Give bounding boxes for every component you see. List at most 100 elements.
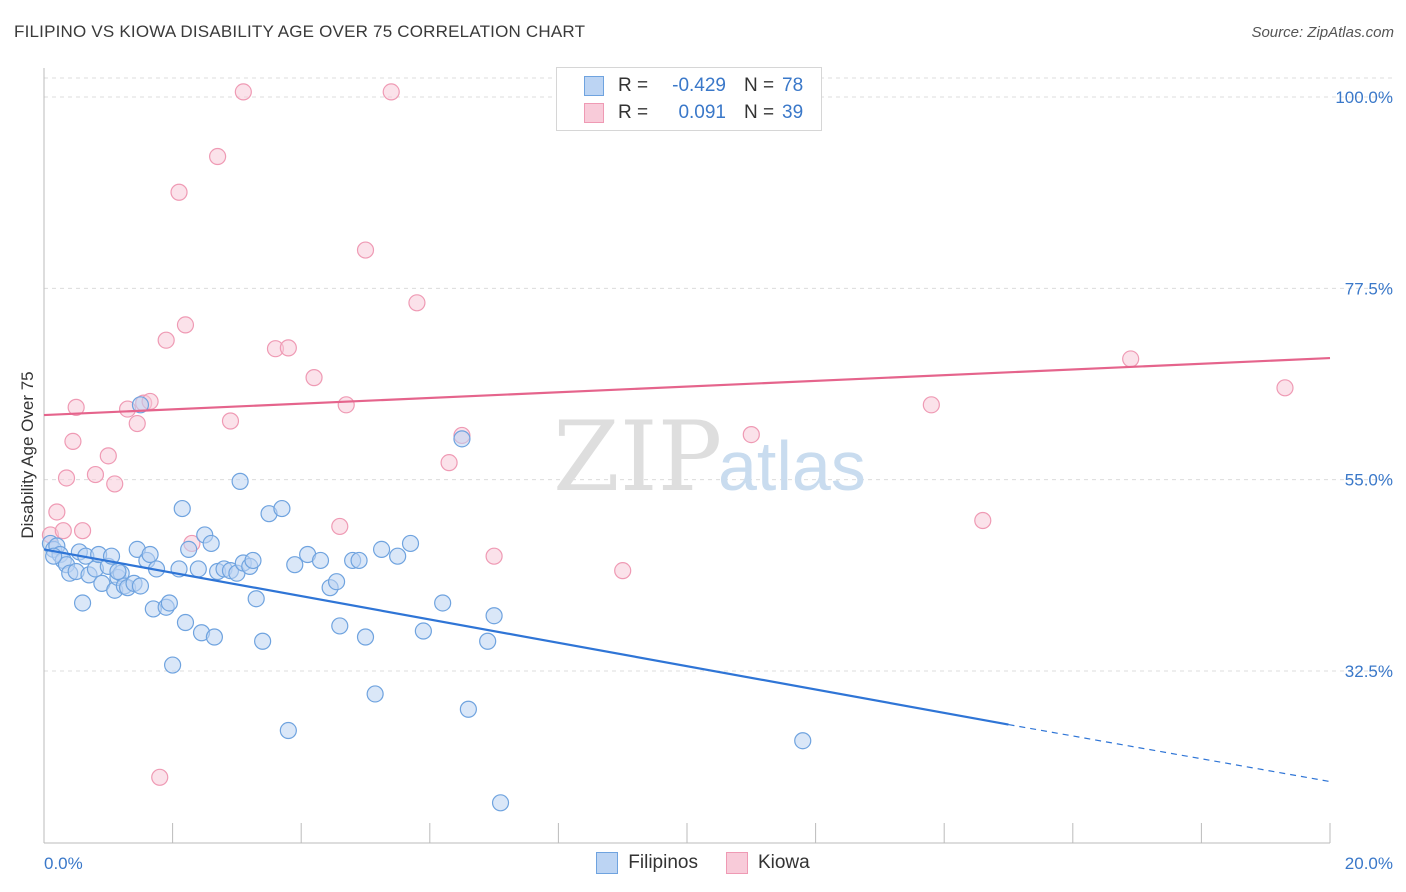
filipino-point [479, 632, 497, 650]
filipino-point [459, 700, 477, 718]
r-value: 0.091 [678, 102, 726, 123]
kiowa-points [41, 83, 1294, 786]
kiowa-point [1122, 350, 1140, 368]
filipino-point [73, 594, 92, 612]
filipino-point [189, 560, 207, 578]
kiowa-point [151, 768, 169, 786]
x-tick-label: 20.0% [1345, 854, 1393, 873]
kiowa-point [382, 83, 400, 101]
filipino-point [173, 499, 191, 518]
series-legend: Filipinos Kiowa [0, 852, 1406, 874]
filipino-point [356, 628, 375, 646]
y-tick-label: 77.5% [1345, 279, 1393, 298]
watermark-atlas: atlas [718, 427, 866, 505]
kiowa-point [128, 414, 146, 433]
legend-row-filipinos: R = -0.429 N = 78 [557, 74, 803, 98]
filipino-point [372, 540, 391, 558]
filipino-point [389, 547, 407, 565]
kiowa-point [440, 454, 458, 472]
legend-item-kiowa: Kiowa [725, 852, 810, 874]
kiowa-point [86, 465, 105, 484]
filipino-point [164, 656, 182, 674]
kiowa-point [234, 83, 252, 101]
kiowa-point [48, 503, 66, 521]
kiowa-point [614, 562, 632, 580]
legend-swatch-kiowa [725, 852, 748, 874]
watermark-zip: ZIP [553, 401, 722, 513]
legend-swatch-filipinos [584, 76, 604, 96]
n-label: N = [744, 75, 775, 96]
kiowa-trend-line [43, 356, 1331, 417]
filipino-point [453, 430, 471, 448]
filipino-point [286, 556, 304, 574]
kiowa-point [331, 517, 349, 536]
chart-title: FILIPINO VS KIOWA DISABILITY AGE OVER 75… [14, 22, 586, 41]
filipino-point [247, 590, 265, 608]
filipino-point [794, 732, 812, 750]
filipino-point [160, 594, 178, 612]
x-tick-label: 0.0% [44, 854, 83, 873]
kiowa-point [221, 412, 240, 430]
kiowa-point [57, 469, 76, 487]
y-tick-label: 55.0% [1345, 471, 1393, 490]
trend-lines [43, 356, 1331, 783]
gridlines [44, 77, 1396, 672]
n-value: 78 [782, 75, 804, 96]
kiowa-point [157, 331, 175, 349]
filipino-point [141, 545, 159, 564]
filipino-point [180, 540, 198, 558]
y-tick-label: 32.5% [1345, 662, 1393, 681]
filipino-point [131, 577, 150, 595]
filipino-point [401, 534, 420, 553]
kiowa-point [54, 522, 72, 540]
r-value: -0.429 [672, 75, 726, 96]
filipino-point [231, 472, 249, 490]
filipino-point [485, 607, 503, 625]
legend-label-filipinos: Filipinos [628, 852, 698, 873]
legend-row-kiowa: R = 0.091 N = 39 [557, 101, 803, 125]
kiowa-point [279, 339, 297, 357]
legend-label-kiowa: Kiowa [757, 852, 810, 873]
kiowa-point [922, 396, 940, 414]
filipino-trend-extension [1008, 723, 1331, 783]
n-value: 39 [782, 102, 804, 123]
axis-labels: 32.5% 55.0% 77.5% 100.0% 0.0% 20.0% Disability… [18, 88, 1393, 873]
kiowa-point [99, 447, 117, 465]
filipino-point [366, 685, 384, 703]
filipino-point [202, 534, 220, 553]
kiowa-point [408, 294, 426, 312]
kiowa-point [67, 398, 85, 416]
r-label: R = [618, 102, 649, 123]
filipino-point [279, 721, 297, 740]
filipino-point [109, 562, 127, 581]
kiowa-point [106, 475, 124, 493]
filipino-point [254, 632, 272, 650]
legend-swatch-kiowa [584, 103, 604, 123]
y-tick-label: 100.0% [1335, 88, 1393, 107]
filipino-point [350, 551, 368, 570]
filipino-point [311, 551, 330, 570]
filipino-point [244, 551, 262, 570]
legend-swatch-filipinos [596, 852, 619, 874]
kiowa-point [209, 147, 227, 166]
correlation-legend: R = -0.429 N = 78 R = 0.091 N = 39 [556, 67, 822, 131]
filipino-point [414, 622, 432, 640]
filipino-point [327, 573, 346, 591]
legend-item-filipinos: Filipinos [596, 852, 698, 874]
kiowa-point [176, 316, 195, 334]
filipino-point [331, 617, 349, 635]
kiowa-point [356, 241, 375, 259]
kiowa-point [170, 183, 188, 201]
axes [43, 68, 1331, 844]
y-axis-label: Disability Age Over 75 [18, 371, 37, 538]
filipino-point [131, 396, 150, 414]
filipino-point [491, 794, 510, 812]
kiowa-point [485, 547, 503, 565]
filipino-point [205, 628, 223, 646]
filipino-point [434, 594, 452, 612]
source-label: Source: ZipAtlas.com [1251, 24, 1394, 41]
n-label: N = [744, 102, 775, 123]
kiowa-point [974, 511, 992, 530]
